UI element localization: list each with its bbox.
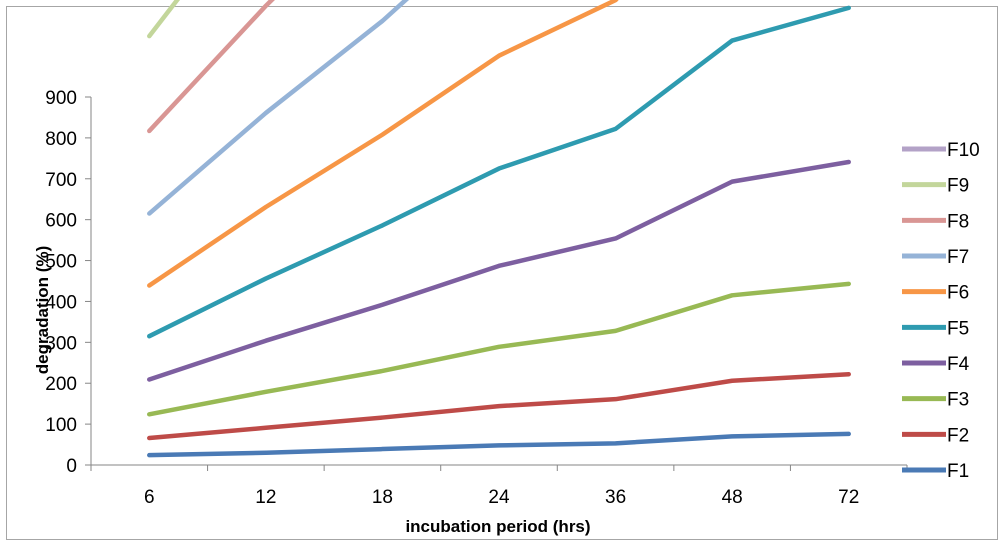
x-tick-label: 72 xyxy=(838,487,859,508)
y-tick-label: 300 xyxy=(45,333,77,354)
legend-label-f9: F9 xyxy=(947,176,969,197)
series-line-f4 xyxy=(147,159,851,382)
y-tick-label: 0 xyxy=(66,456,77,477)
series-line-f8 xyxy=(147,0,275,134)
legend-label-f8: F8 xyxy=(947,211,969,232)
legend-label-f2: F2 xyxy=(947,425,969,446)
y-tick-label: 900 xyxy=(45,88,77,109)
series-line-f1 xyxy=(147,431,851,458)
legend-label-f1: F1 xyxy=(947,461,969,482)
series-line-f5 xyxy=(147,5,851,339)
x-tick-label: 24 xyxy=(488,487,510,508)
legend-label-f7: F7 xyxy=(947,247,969,268)
y-tick-label: 700 xyxy=(45,170,77,191)
y-tick-label: 200 xyxy=(45,374,77,395)
legend-label-f10: F10 xyxy=(947,140,980,161)
series-line-f2 xyxy=(147,371,851,441)
y-axis-title: degradation (%) xyxy=(33,246,52,374)
y-tick-label: 100 xyxy=(45,415,77,436)
legend-label-f3: F3 xyxy=(947,390,969,411)
legend-label-f5: F5 xyxy=(947,318,969,339)
x-tick-label: 48 xyxy=(722,487,743,508)
x-tick-label: 18 xyxy=(372,487,393,508)
y-tick-label: 400 xyxy=(45,292,77,313)
y-tick-label: 800 xyxy=(45,129,77,150)
x-tick-label: 12 xyxy=(255,487,276,508)
series-line-f7 xyxy=(147,0,410,216)
y-tick-label: 500 xyxy=(45,252,77,273)
x-tick-label: 36 xyxy=(605,487,626,508)
legend-label-f4: F4 xyxy=(947,354,970,375)
y-tick-label: 600 xyxy=(45,211,77,232)
legend-label-f6: F6 xyxy=(947,283,969,304)
x-axis-title: incubation period (hrs) xyxy=(405,517,590,536)
x-tick-label: 6 xyxy=(144,487,155,508)
series-line-f6 xyxy=(147,0,619,288)
series-line-f3 xyxy=(147,281,851,417)
